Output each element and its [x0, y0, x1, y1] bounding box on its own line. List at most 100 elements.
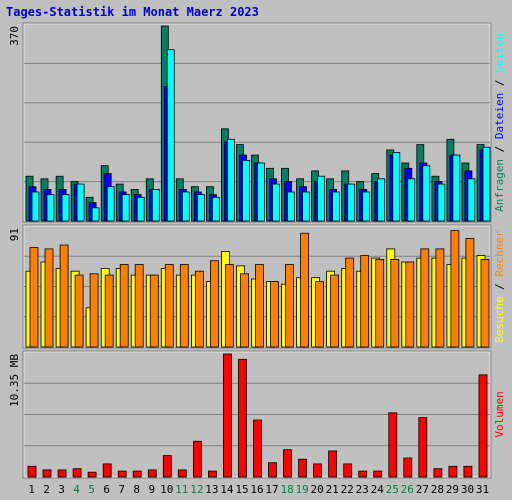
bar-volumen-day-11 — [177, 469, 187, 478]
bar-rechner-day-3 — [59, 244, 69, 348]
panel-frame — [22, 224, 492, 349]
bar-rechner-day-5 — [89, 273, 99, 348]
x-tick-label-day-5: 5 — [88, 483, 95, 496]
legend-part: Seiten — [493, 33, 506, 73]
x-tick-label-day-21: 21 — [326, 483, 339, 496]
bar-seiten-day-18 — [287, 191, 295, 222]
bar-rechner-day-7 — [119, 264, 129, 348]
bar-seiten-day-19 — [302, 191, 311, 222]
x-tick-label-day-25: 25 — [386, 483, 399, 496]
x-tick-label-day-3: 3 — [58, 483, 65, 496]
bar-rechner-day-17 — [270, 281, 279, 348]
bar-rechner-day-4 — [74, 274, 84, 348]
bar-volumen-day-22 — [343, 463, 353, 478]
bar-rechner-day-16 — [255, 264, 264, 348]
bar-seiten-day-3 — [61, 194, 70, 222]
bar-seiten-day-20 — [317, 175, 326, 222]
bar-seiten-day-31 — [482, 146, 491, 222]
bar-volumen-day-16 — [253, 419, 262, 478]
bar-seiten-day-7 — [121, 194, 130, 222]
x-tick-label-day-6: 6 — [103, 483, 110, 496]
series-legend-label: Anfragen / Dateien / Seiten — [493, 33, 506, 212]
bar-volumen-day-4 — [72, 468, 82, 478]
bar-rechner-day-23 — [360, 255, 370, 348]
legend-part: / — [493, 73, 506, 93]
bar-seiten-day-22 — [347, 183, 356, 222]
legend-part: / — [493, 277, 506, 297]
x-tick-label-day-17: 17 — [265, 483, 278, 496]
bar-rechner-day-11 — [179, 264, 189, 348]
bar-seiten-day-1 — [31, 191, 40, 222]
bar-volumen-day-3 — [57, 469, 67, 478]
bar-volumen-day-15 — [238, 358, 247, 478]
x-tick-label-day-2: 2 — [43, 483, 50, 496]
bar-seiten-day-30 — [467, 178, 476, 222]
bar-rechner-day-18 — [285, 264, 294, 348]
bar-seiten-day-27 — [422, 165, 431, 222]
bar-seiten-day-16 — [257, 162, 265, 222]
x-tick-label-day-18: 18 — [280, 483, 293, 496]
legend-part: Volumen — [493, 391, 506, 437]
bar-seiten-day-5 — [91, 207, 100, 222]
legend-part: / — [493, 139, 506, 159]
bar-seiten-day-15 — [242, 159, 250, 222]
bar-rechner-day-21 — [330, 274, 340, 348]
panel-top: 370 Anfragen / Dateien / Seiten — [8, 22, 506, 223]
bar-volumen-day-23 — [358, 470, 368, 478]
bar-rechner-day-2 — [44, 248, 54, 348]
x-tick-label-day-9: 9 — [148, 483, 155, 496]
bar-rechner-day-6 — [104, 274, 114, 348]
x-tick-label-day-29: 29 — [446, 483, 459, 496]
bar-rechner-day-31 — [480, 258, 490, 348]
bar-seiten-day-25 — [392, 152, 401, 222]
bar-seiten-day-12 — [196, 194, 205, 222]
panel-bottom: 10.35 MB Volumen — [8, 350, 506, 479]
bar-rechner-day-1 — [29, 247, 39, 348]
x-tick-label-day-22: 22 — [341, 483, 354, 496]
x-tick-label-day-8: 8 — [133, 483, 140, 496]
panel-frame — [22, 350, 492, 479]
x-tick-label-day-7: 7 — [118, 483, 125, 496]
bar-volumen-day-29 — [448, 465, 458, 478]
bar-seiten-day-14 — [226, 138, 235, 222]
bar-rechner-day-19 — [300, 232, 310, 348]
bar-seiten-day-9 — [151, 188, 160, 222]
bar-seiten-day-2 — [46, 194, 55, 222]
bar-rechner-day-24 — [375, 258, 385, 348]
bar-volumen-day-25 — [388, 412, 398, 478]
bar-volumen-day-18 — [283, 449, 292, 478]
bar-seiten-day-13 — [211, 196, 220, 222]
bar-volumen-day-30 — [463, 465, 473, 478]
y-max-label: 10.35 MB — [8, 354, 21, 407]
bar-volumen-day-27 — [418, 417, 428, 478]
bar-rechner-day-10 — [164, 264, 174, 348]
x-tick-label-day-14: 14 — [220, 483, 234, 496]
legend-part: Rechner — [493, 230, 506, 277]
legend-part: Dateien — [493, 93, 506, 139]
bar-volumen-day-31 — [478, 374, 488, 478]
bar-volumen-day-28 — [433, 468, 443, 478]
bar-volumen-day-26 — [403, 457, 413, 478]
x-tick-label-day-12: 12 — [190, 483, 203, 496]
x-tick-label-day-24: 24 — [371, 483, 385, 496]
bar-rechner-day-12 — [194, 270, 204, 348]
bar-volumen-day-17 — [268, 462, 277, 478]
bar-rechner-day-14 — [224, 264, 234, 348]
bar-rechner-day-25 — [390, 258, 400, 348]
bar-volumen-day-13 — [207, 470, 217, 478]
x-tick-label-day-11: 11 — [175, 483, 188, 496]
bar-seiten-day-4 — [76, 183, 85, 222]
bar-seiten-day-23 — [362, 191, 371, 222]
bar-seiten-day-29 — [452, 154, 461, 222]
legend-part: Anfragen — [493, 159, 506, 212]
x-tick-label-day-26: 26 — [401, 483, 414, 496]
x-tick-label-day-30: 30 — [461, 483, 474, 496]
bar-volumen-day-14 — [222, 353, 232, 478]
panel-frame — [22, 22, 492, 223]
bar-volumen-day-21 — [328, 450, 338, 478]
bar-rechner-day-20 — [315, 281, 325, 348]
x-tick-label-day-16: 16 — [250, 483, 263, 496]
bar-volumen-day-24 — [373, 470, 383, 478]
chart-title: Tages-Statistik im Monat Maerz 2023 — [6, 5, 259, 19]
bar-seiten-day-28 — [437, 183, 446, 222]
